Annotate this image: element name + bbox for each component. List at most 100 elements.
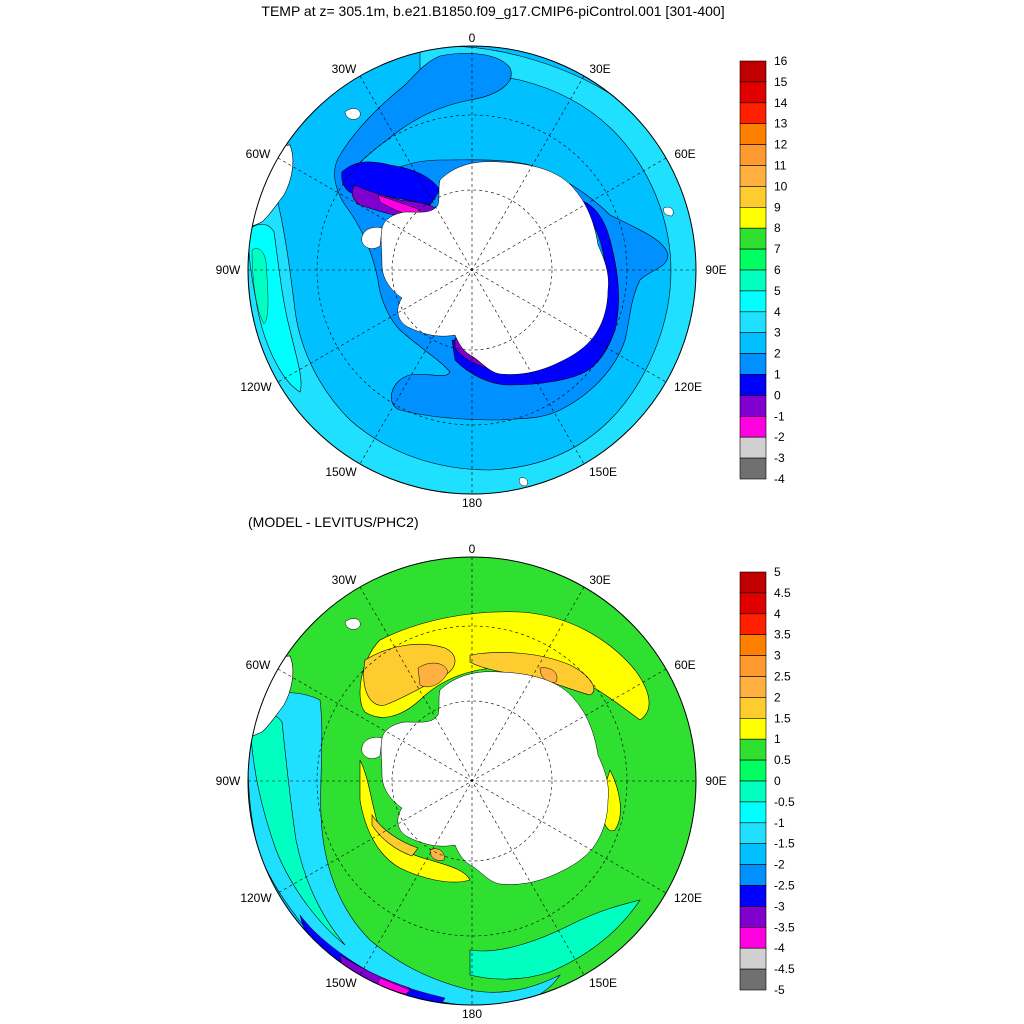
lon-label: 120E bbox=[674, 891, 702, 905]
colorbar-swatch bbox=[739, 436, 767, 459]
colorbar-label: 16 bbox=[774, 54, 788, 68]
panel-title: (MODEL - LEVITUS/PHC2) bbox=[248, 514, 419, 530]
lon-label: 150W bbox=[325, 976, 357, 990]
lon-label: 120E bbox=[674, 380, 702, 394]
graticule bbox=[248, 46, 696, 494]
colorbar-swatch bbox=[739, 592, 767, 615]
colorbar-label: -4.5 bbox=[774, 962, 795, 976]
colorbar-swatch bbox=[739, 717, 767, 740]
colorbar-label: -0.5 bbox=[774, 795, 795, 809]
lon-label: 60E bbox=[674, 147, 695, 161]
map-border bbox=[247, 556, 697, 1006]
colorbar-label: 1 bbox=[774, 368, 781, 382]
colorbar-label: 4 bbox=[774, 305, 781, 319]
lon-label: 120W bbox=[240, 891, 272, 905]
polar-map bbox=[248, 557, 696, 1005]
colorbar-swatch bbox=[739, 374, 767, 396]
colorbar-label: 5 bbox=[774, 565, 781, 579]
colorbar-label: 2.5 bbox=[774, 670, 791, 684]
colorbar-swatch bbox=[739, 60, 767, 83]
colorbar-label: -3 bbox=[774, 899, 785, 913]
lon-label: 120W bbox=[240, 380, 272, 394]
lon-label: 0 bbox=[469, 542, 476, 556]
colorbar-label: 4 bbox=[774, 607, 781, 621]
colorbar-label: 3 bbox=[774, 326, 781, 340]
colorbar-swatch bbox=[739, 186, 767, 208]
longitude-labels: 0 30E 60E 90E 120E 150E 180 150W 120W 90… bbox=[216, 31, 727, 510]
colorbar-label: 12 bbox=[774, 138, 788, 152]
contour-band-5-6 bbox=[251, 248, 269, 325]
lon-label: 90E bbox=[705, 263, 726, 277]
colorbar-swatch bbox=[739, 311, 767, 333]
colorbar-label: 5 bbox=[774, 284, 781, 298]
colorbar-label: -5 bbox=[774, 983, 785, 997]
lon-label: 150E bbox=[589, 976, 617, 990]
colorbar-swatch bbox=[739, 353, 767, 375]
lon-label: 30W bbox=[332, 573, 357, 587]
panel-title: TEMP at z= 305.1m, b.e21.B1850.f09_g17.C… bbox=[261, 3, 724, 19]
lon-label: 30E bbox=[589, 573, 610, 587]
colorbar-swatch bbox=[739, 290, 767, 313]
colorbar-swatch bbox=[739, 634, 767, 656]
colorbar-label: -1 bbox=[774, 816, 785, 830]
colorbar-swatch bbox=[739, 457, 767, 480]
lon-label: 60W bbox=[246, 147, 271, 161]
colorbar-swatch bbox=[739, 227, 767, 250]
colorbar-label: 0.5 bbox=[774, 753, 791, 767]
colorbar-swatch bbox=[739, 655, 767, 677]
colorbar-swatch bbox=[739, 248, 767, 271]
colorbar-label: -2 bbox=[774, 858, 785, 872]
lon-label: 0 bbox=[469, 31, 476, 45]
island-land bbox=[344, 108, 674, 487]
antarctica-landmass bbox=[380, 161, 609, 375]
lon-label: 30E bbox=[589, 62, 610, 76]
lon-label: 90E bbox=[705, 774, 726, 788]
colorbar-label: -4 bbox=[774, 472, 785, 486]
colorbar-swatch bbox=[739, 102, 767, 125]
polar-map bbox=[248, 46, 696, 494]
colorbar-swatch bbox=[739, 801, 767, 824]
lon-label: 60E bbox=[674, 658, 695, 672]
colorbar-label: 3.5 bbox=[774, 628, 791, 642]
lon-label: 60W bbox=[246, 658, 271, 672]
contour-band-2-2.5 bbox=[417, 662, 558, 861]
colorbar-swatch bbox=[739, 571, 767, 594]
colorbar-label: 10 bbox=[774, 179, 788, 193]
colorbar-swatch bbox=[739, 968, 767, 991]
lon-label: 150E bbox=[589, 465, 617, 479]
island-land bbox=[344, 618, 361, 630]
colorbar-swatch bbox=[739, 864, 767, 886]
colorbar-swatch bbox=[739, 395, 767, 417]
colorbar-swatch bbox=[739, 885, 767, 907]
colorbar-swatch bbox=[739, 697, 767, 719]
colorbar-swatch bbox=[739, 332, 767, 354]
colorbar-label: 0 bbox=[774, 388, 781, 402]
colorbar-swatch bbox=[739, 759, 767, 782]
colorbar-label: 15 bbox=[774, 75, 788, 89]
lon-label: 180 bbox=[462, 496, 482, 510]
colorbar-swatch bbox=[739, 81, 767, 104]
colorbar-label: 13 bbox=[774, 117, 788, 131]
colorbar-swatch bbox=[739, 926, 767, 949]
colorbar-swatch bbox=[739, 207, 767, 229]
colorbar-swatch bbox=[739, 676, 767, 698]
map-border bbox=[247, 45, 697, 495]
antarctic-peninsula bbox=[361, 737, 383, 759]
colorbar-label: 0 bbox=[774, 774, 781, 788]
colorbar-swatch bbox=[739, 123, 767, 145]
colorbar-swatch bbox=[739, 738, 767, 761]
colorbar-label: -1.5 bbox=[774, 837, 795, 851]
colorbar-swatch bbox=[739, 415, 767, 438]
colorbar-label: 2 bbox=[774, 347, 781, 361]
colorbar-swatch bbox=[739, 843, 767, 865]
antarctica-landmass bbox=[380, 671, 609, 885]
lon-label: 90W bbox=[216, 263, 241, 277]
colorbar-label: 3 bbox=[774, 649, 781, 663]
lon-label: 180 bbox=[462, 1007, 482, 1021]
antarctic-peninsula bbox=[361, 227, 383, 249]
panel-difference: (MODEL - LEVITUS/PHC2) bbox=[216, 514, 795, 1021]
colorbar-label: 1 bbox=[774, 732, 781, 746]
colorbar-label: -4 bbox=[774, 941, 785, 955]
